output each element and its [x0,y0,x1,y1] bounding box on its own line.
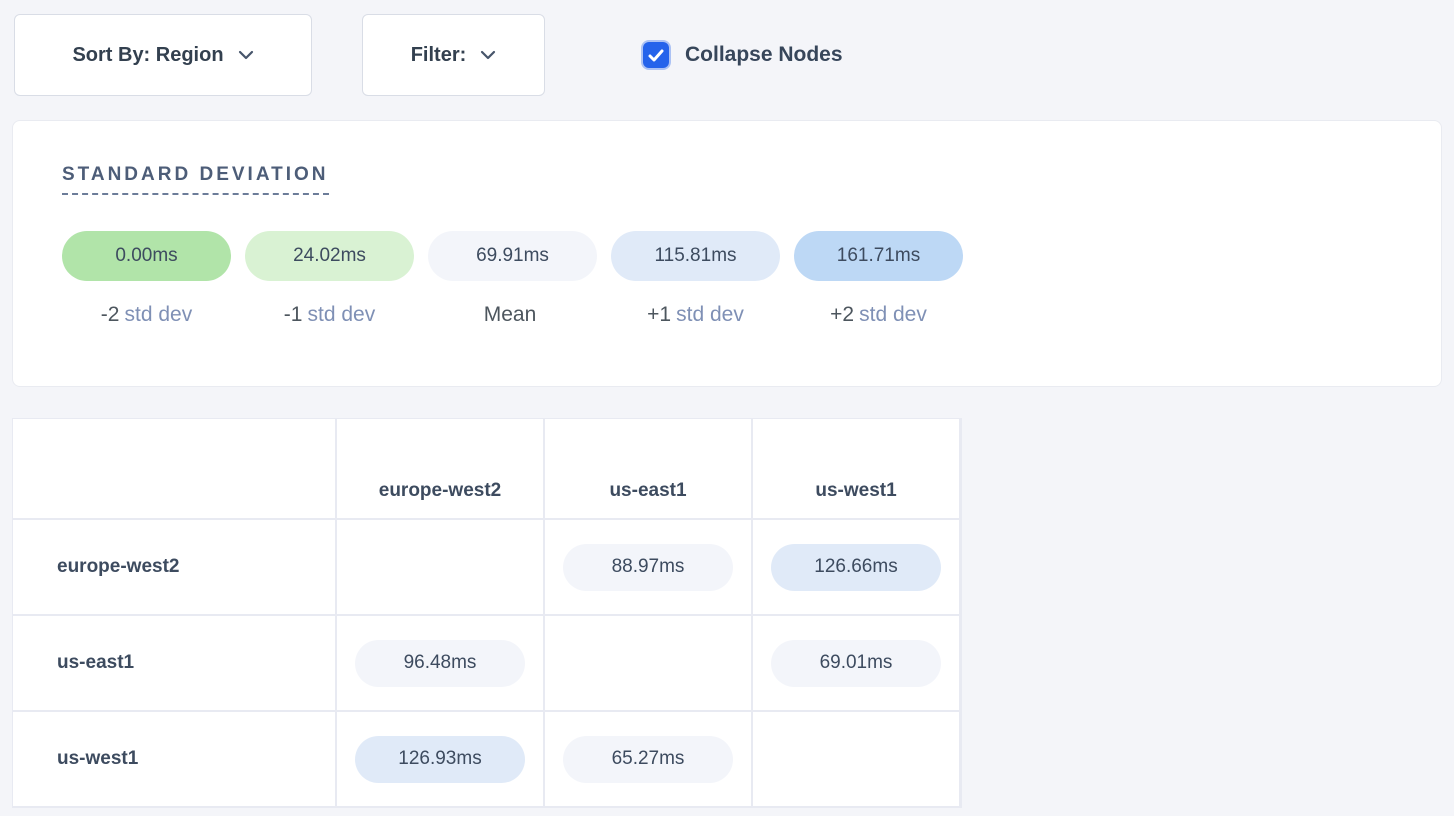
legend-label: +1 std dev [647,303,744,327]
legend-label: -1 std dev [284,303,375,327]
matrix-cell [753,712,959,806]
latency-pill: 69.01ms [771,639,941,687]
legend-label-prefix: +2 [830,303,855,326]
legend-pill-row: 0.00ms -2 std dev 24.02ms -1 std dev 69.… [62,231,1441,327]
filter-dropdown[interactable]: Filter: [362,14,545,96]
matrix-row-header: us-west1 [13,712,335,806]
legend-label-suffix: std dev [307,303,376,326]
legend-pill: 24.02ms [245,231,414,281]
chevron-down-icon [480,50,496,60]
matrix-column-header: us-east1 [545,419,751,518]
legend-item: 161.71ms +2 std dev [794,231,963,327]
collapse-nodes-label: Collapse Nodes [685,43,843,66]
matrix-corner-cell [13,419,335,518]
filter-label: Filter: [410,43,467,66]
latency-pill: 126.93ms [355,735,525,783]
legend-item: 0.00ms -2 std dev [62,231,231,327]
legend-label-prefix: +1 [647,303,672,326]
matrix-cell: 96.48ms [337,616,543,710]
sort-by-label: Sort By: Region [72,43,224,66]
matrix-cell [337,520,543,614]
collapse-nodes-toggle[interactable]: Collapse Nodes [643,42,843,68]
latency-pill: 88.97ms [563,543,733,591]
legend-item: 69.91ms Mean [428,231,597,327]
matrix-cell: 88.97ms [545,520,751,614]
legend-item: 115.81ms +1 std dev [611,231,780,327]
latency-pill: 126.66ms [771,543,941,591]
legend-label: +2 std dev [830,303,927,327]
latency-matrix: europe-west2 us-east1 us-west1 europe-we… [12,418,962,808]
matrix-column-header: europe-west2 [337,419,543,518]
legend-label-suffix: std dev [676,303,744,326]
legend-label-suffix: std dev [859,303,927,326]
matrix-cell: 65.27ms [545,712,751,806]
matrix-cell [545,616,751,710]
sort-by-dropdown[interactable]: Sort By: Region [14,14,312,96]
matrix-cell: 126.93ms [337,712,543,806]
legend-pill: 115.81ms [611,231,780,281]
latency-pill: 96.48ms [355,639,525,687]
toolbar: Sort By: Region Filter: Collapse Nodes [0,0,1454,96]
latency-pill: 65.27ms [563,735,733,783]
chevron-down-icon [238,50,254,60]
matrix-row-header: us-east1 [13,616,335,710]
legend-label-prefix: Mean [483,303,537,326]
card-title: STANDARD DEVIATION [62,164,329,195]
legend-label-suffix: std dev [124,303,193,326]
standard-deviation-card: STANDARD DEVIATION 0.00ms -2 std dev 24.… [12,120,1442,387]
legend-label-prefix: -1 [283,303,303,326]
legend-label-prefix: -2 [100,303,120,326]
legend-pill: 161.71ms [794,231,963,281]
collapse-nodes-checkbox[interactable] [643,42,669,68]
matrix-column-header: us-west1 [753,419,959,518]
legend-label: Mean [484,303,542,327]
legend-pill: 69.91ms [428,231,597,281]
legend-pill: 0.00ms [62,231,231,281]
legend-item: 24.02ms -1 std dev [245,231,414,327]
matrix-cell: 126.66ms [753,520,959,614]
check-icon [648,49,664,61]
legend-label: -2 std dev [101,303,192,327]
matrix-row-header: europe-west2 [13,520,335,614]
matrix-cell: 69.01ms [753,616,959,710]
